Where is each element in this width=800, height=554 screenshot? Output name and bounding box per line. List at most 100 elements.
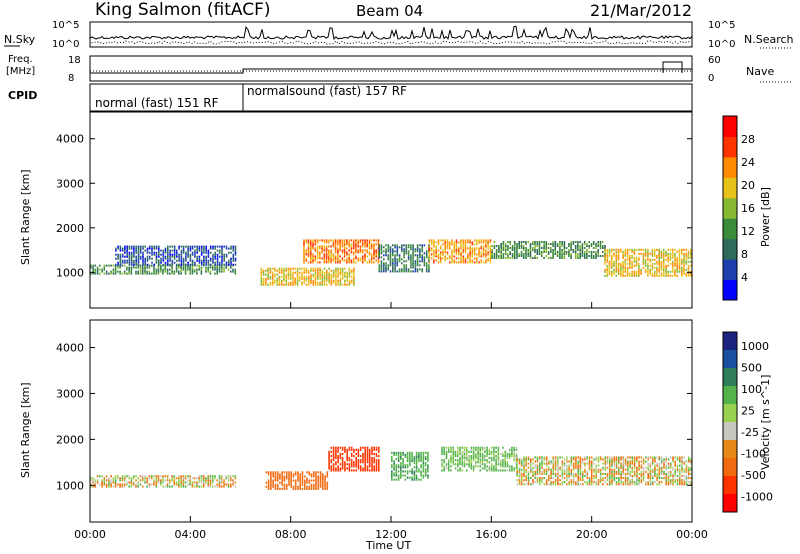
power-cell	[622, 250, 624, 253]
power-cell	[480, 259, 483, 262]
power-cell	[196, 259, 198, 262]
velocity-cell	[413, 476, 416, 479]
power-cell	[292, 267, 294, 270]
power-cell	[467, 239, 469, 242]
velocity-cell	[164, 475, 167, 478]
velocity-cell	[375, 465, 378, 468]
velocity-cell	[554, 456, 557, 459]
velocity-cell	[214, 477, 216, 480]
velocity-cell	[588, 462, 591, 465]
velocity-cell	[599, 474, 602, 477]
power-cell	[525, 243, 527, 245]
velocity-cell	[508, 452, 511, 455]
velocity-cell	[481, 467, 484, 470]
power-cell	[151, 247, 153, 250]
power-cell	[473, 249, 476, 252]
power-cell	[674, 256, 676, 259]
power-cell	[534, 249, 536, 251]
velocity-cell	[155, 479, 158, 482]
velocity-cell	[636, 470, 638, 473]
velocity-cell	[112, 485, 115, 488]
power-cell	[262, 279, 265, 282]
velocity-cell	[267, 479, 270, 482]
velocity-cell	[290, 477, 292, 480]
power-cell	[394, 268, 396, 271]
power-cell	[502, 253, 505, 255]
velocity-cell	[319, 471, 322, 474]
power-cell	[574, 257, 577, 259]
velocity-colorbar-frame	[722, 331, 738, 513]
power-cell	[357, 245, 359, 248]
velocity-cell	[162, 477, 164, 480]
power-cell	[396, 246, 399, 249]
power-cell	[203, 255, 205, 258]
power-cell	[121, 247, 124, 250]
velocity-cell	[279, 473, 281, 476]
velocity-cell	[162, 475, 164, 478]
power-cell	[214, 245, 216, 248]
velocity-cell	[620, 474, 622, 477]
power-cell	[581, 247, 584, 249]
velocity-cell	[674, 481, 676, 484]
power-cell	[305, 257, 308, 260]
velocity-cell	[486, 446, 488, 449]
power-cell	[146, 259, 149, 262]
power-cell	[130, 272, 133, 275]
power-cell	[321, 249, 323, 252]
power-cell	[139, 251, 142, 254]
velocity-cell	[364, 450, 366, 453]
velocity-cell	[317, 471, 320, 474]
velocity-cell	[609, 456, 611, 459]
velocity-cell	[457, 459, 459, 462]
power-cell	[218, 245, 221, 248]
power-cell	[414, 250, 417, 253]
power-cell	[656, 274, 658, 277]
power-cell	[212, 255, 214, 258]
power-cell	[189, 245, 192, 248]
velocity-cell	[366, 459, 369, 462]
power-cell	[289, 273, 292, 276]
power-cell	[180, 257, 183, 260]
power-cell	[223, 266, 225, 269]
velocity-cell	[422, 474, 425, 477]
velocity-cell	[422, 464, 425, 467]
power-cell	[214, 257, 216, 260]
velocity-cell	[642, 460, 645, 463]
cpid-panel-frame	[89, 83, 693, 112]
power-cell	[653, 250, 656, 253]
velocity-cell	[620, 462, 622, 465]
power-cell	[162, 272, 164, 275]
velocity-cell	[189, 479, 191, 482]
velocity-cell	[362, 457, 364, 460]
velocity-cell	[629, 472, 631, 475]
velocity-cell	[441, 469, 443, 472]
velocity-cell	[450, 469, 452, 472]
power-cell	[232, 263, 235, 266]
power-cell	[283, 279, 285, 282]
velocity-colorbar-swatch	[723, 332, 737, 351]
velocity-cell	[629, 474, 631, 477]
velocity-cell	[202, 479, 205, 482]
velocity-cell	[651, 481, 654, 484]
power-cell	[520, 241, 523, 243]
velocity-cell	[373, 457, 375, 460]
velocity-cell	[541, 458, 543, 461]
power-cell	[373, 239, 375, 242]
power-cell	[220, 270, 223, 273]
velocity-cell	[609, 462, 611, 465]
velocity-cell	[128, 477, 130, 480]
power-cell	[416, 268, 419, 271]
power-cell	[392, 262, 394, 265]
power-cell	[442, 257, 444, 260]
velocity-cell	[424, 455, 427, 458]
power-cell	[368, 243, 371, 246]
power-cell	[383, 266, 385, 269]
velocity-cell	[457, 448, 459, 451]
power-cell	[198, 249, 201, 252]
power-cell	[674, 262, 676, 265]
power-cell	[203, 259, 205, 262]
power-cell	[164, 261, 167, 264]
velocity-cell	[406, 466, 409, 469]
power-cell	[366, 243, 368, 246]
power-cell	[189, 255, 192, 258]
